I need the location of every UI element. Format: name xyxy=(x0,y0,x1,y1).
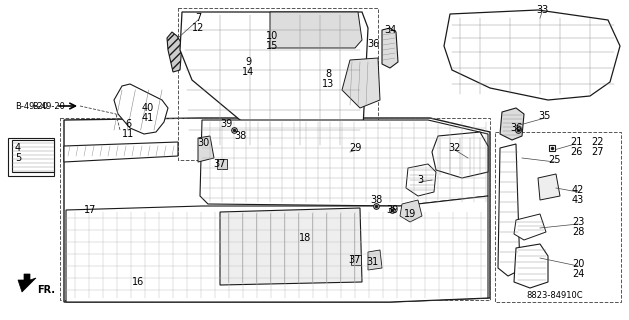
Text: 40: 40 xyxy=(142,103,154,113)
Text: 5: 5 xyxy=(15,153,21,163)
Text: 41: 41 xyxy=(142,113,154,123)
Polygon shape xyxy=(180,12,368,156)
Text: 27: 27 xyxy=(592,147,604,157)
Bar xyxy=(60,118,490,300)
Text: 23: 23 xyxy=(572,217,584,227)
Polygon shape xyxy=(342,58,380,108)
Polygon shape xyxy=(18,274,36,292)
Bar xyxy=(178,8,378,160)
Text: 36: 36 xyxy=(367,39,379,49)
Polygon shape xyxy=(220,208,362,285)
Text: 42: 42 xyxy=(572,185,584,195)
Text: 8: 8 xyxy=(325,69,331,79)
Polygon shape xyxy=(406,164,436,196)
Text: 15: 15 xyxy=(266,41,278,51)
Text: 33: 33 xyxy=(536,5,548,15)
Text: 9: 9 xyxy=(245,57,251,67)
Polygon shape xyxy=(198,136,214,162)
Text: 28: 28 xyxy=(572,227,584,237)
Text: 25: 25 xyxy=(548,155,561,165)
Text: 8823-84910C: 8823-84910C xyxy=(526,292,583,300)
Polygon shape xyxy=(500,108,524,140)
Polygon shape xyxy=(538,174,560,200)
Text: 17: 17 xyxy=(84,205,96,215)
Text: 37: 37 xyxy=(349,255,361,265)
Text: 26: 26 xyxy=(570,147,582,157)
Text: 37: 37 xyxy=(214,159,226,169)
Text: 12: 12 xyxy=(192,23,204,33)
Polygon shape xyxy=(64,142,178,162)
Polygon shape xyxy=(498,144,520,276)
Text: 34: 34 xyxy=(384,25,396,35)
Polygon shape xyxy=(368,250,382,270)
Text: 35: 35 xyxy=(539,111,551,121)
Text: 13: 13 xyxy=(322,79,334,89)
Text: 18: 18 xyxy=(299,233,311,243)
Text: 29: 29 xyxy=(349,143,361,153)
Text: 38: 38 xyxy=(370,195,382,205)
Text: 19: 19 xyxy=(404,209,416,219)
Text: B-49-20: B-49-20 xyxy=(32,101,65,110)
Text: 39: 39 xyxy=(386,205,398,215)
Polygon shape xyxy=(167,32,182,72)
Text: 43: 43 xyxy=(572,195,584,205)
Text: 16: 16 xyxy=(132,277,144,287)
Text: 21: 21 xyxy=(570,137,582,147)
Text: 3: 3 xyxy=(417,175,423,185)
Polygon shape xyxy=(351,255,361,265)
Text: 31: 31 xyxy=(366,257,378,267)
Polygon shape xyxy=(12,140,54,172)
Text: B-49-20: B-49-20 xyxy=(16,101,48,110)
Text: 10: 10 xyxy=(266,31,278,41)
Bar xyxy=(8,138,54,176)
Polygon shape xyxy=(400,200,422,222)
Polygon shape xyxy=(514,214,546,240)
Polygon shape xyxy=(514,244,548,288)
Polygon shape xyxy=(66,196,488,302)
Bar xyxy=(495,132,621,302)
Polygon shape xyxy=(217,159,227,169)
Text: 20: 20 xyxy=(572,259,584,269)
Text: 36: 36 xyxy=(510,123,522,133)
Text: 24: 24 xyxy=(572,269,584,279)
Polygon shape xyxy=(200,120,488,206)
Polygon shape xyxy=(64,118,490,302)
Polygon shape xyxy=(270,12,362,48)
Text: 14: 14 xyxy=(242,67,254,77)
Polygon shape xyxy=(444,10,620,100)
Text: 6: 6 xyxy=(125,119,131,129)
Text: 32: 32 xyxy=(449,143,461,153)
Text: FR.: FR. xyxy=(37,285,55,295)
Polygon shape xyxy=(432,132,488,178)
Text: 4: 4 xyxy=(15,143,21,153)
Text: 22: 22 xyxy=(592,137,604,147)
Text: 7: 7 xyxy=(195,13,201,23)
Text: 11: 11 xyxy=(122,129,134,139)
Polygon shape xyxy=(382,28,398,68)
Text: 38: 38 xyxy=(234,131,246,141)
Text: 30: 30 xyxy=(197,138,209,148)
Text: 39: 39 xyxy=(220,119,232,129)
Polygon shape xyxy=(114,84,168,134)
